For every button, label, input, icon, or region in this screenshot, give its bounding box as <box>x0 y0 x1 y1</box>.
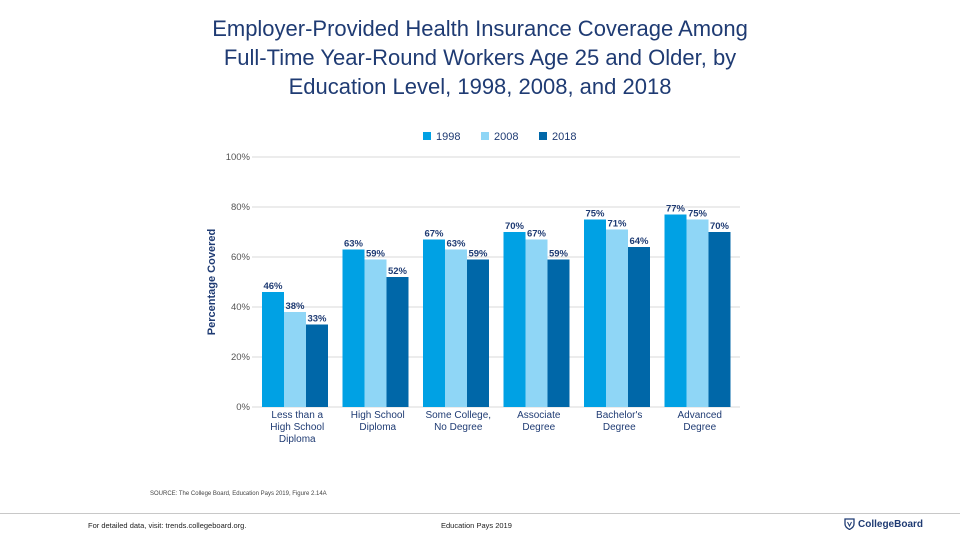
title-line-1: Employer-Provided Health Insurance Cover… <box>212 16 748 41</box>
bar-1998 <box>342 249 365 407</box>
x-tick-label: Associate <box>517 410 561 421</box>
data-label: 63% <box>446 239 466 250</box>
shield-icon <box>844 518 855 530</box>
x-tick-label: Some College, <box>425 410 491 421</box>
legend-label: 2008 <box>494 131 518 143</box>
bar-2018 <box>386 277 409 407</box>
data-label: 59% <box>366 249 386 260</box>
footer-detail-link-text: For detailed data, visit: trends.college… <box>88 521 247 530</box>
bar-2018 <box>547 259 570 407</box>
bar-2018 <box>467 259 489 407</box>
x-tick-label: Diploma <box>279 434 316 445</box>
data-label: 63% <box>344 239 364 250</box>
data-label: 75% <box>688 209 708 220</box>
source-note: SOURCE: The College Board, Education Pay… <box>150 491 327 497</box>
x-tick-label: Diploma <box>359 422 396 433</box>
bar-1998 <box>584 219 606 407</box>
y-tick-label: 60% <box>231 252 251 263</box>
y-axis-title: Percentage Covered <box>206 229 218 335</box>
data-label: 64% <box>629 236 649 247</box>
bar-2008 <box>525 239 548 407</box>
footer-publication: Education Pays 2019 <box>441 521 512 530</box>
bar-1998 <box>423 239 445 407</box>
data-label: 59% <box>549 249 569 260</box>
bar-2008 <box>364 259 387 407</box>
data-label: 59% <box>468 249 488 260</box>
legend-label: 1998 <box>436 131 460 143</box>
x-tick-label: Degree <box>522 422 555 433</box>
x-tick-label: High School <box>351 410 405 421</box>
bar-2018 <box>306 324 328 407</box>
y-tick-label: 80% <box>231 202 251 213</box>
title-line-2: Full-Time Year-Round Workers Age 25 and … <box>223 45 737 70</box>
bar-2018 <box>628 247 650 407</box>
college-board-logo: CollegeBoard <box>844 518 923 530</box>
data-label: 46% <box>263 281 283 292</box>
y-tick-label: 20% <box>231 352 251 363</box>
bar-1998 <box>503 232 526 407</box>
data-label: 75% <box>585 209 605 220</box>
x-tick-label: Advanced <box>678 410 722 421</box>
title-line-3: Education Level, 1998, 2008, and 2018 <box>288 74 672 99</box>
data-label: 38% <box>285 301 305 312</box>
brand-name: CollegeBoard <box>858 518 924 530</box>
data-label: 67% <box>424 229 444 240</box>
data-label: 67% <box>527 229 547 240</box>
legend-swatch-2018 <box>539 132 547 140</box>
x-tick-label: Degree <box>683 422 716 433</box>
bar-1998 <box>262 292 284 407</box>
x-tick-label: No Degree <box>434 422 483 433</box>
chart-title: Employer-Provided Health Insurance Cover… <box>130 14 830 101</box>
data-label: 77% <box>666 204 686 215</box>
bar-2008 <box>284 312 306 407</box>
y-tick-label: 40% <box>231 302 251 313</box>
y-tick-label: 100% <box>226 152 251 163</box>
footer-divider <box>0 513 960 514</box>
bar-2018 <box>708 232 731 407</box>
data-label: 33% <box>307 314 327 325</box>
x-tick-label: Less than a <box>271 410 323 421</box>
y-tick-label: 0% <box>236 402 250 413</box>
data-label: 71% <box>607 219 627 230</box>
data-label: 70% <box>505 221 525 232</box>
x-tick-label: Bachelor's <box>596 410 642 421</box>
bar-2008 <box>445 249 467 407</box>
legend-label: 2018 <box>552 131 576 143</box>
data-label: 70% <box>710 221 730 232</box>
x-tick-label: High School <box>270 422 324 433</box>
legend-swatch-1998 <box>423 132 431 140</box>
bar-2008 <box>606 229 628 407</box>
legend-swatch-2008 <box>481 132 489 140</box>
bar-1998 <box>664 214 687 407</box>
data-label: 52% <box>388 266 408 277</box>
bar-2008 <box>686 219 709 407</box>
x-tick-label: Degree <box>603 422 636 433</box>
